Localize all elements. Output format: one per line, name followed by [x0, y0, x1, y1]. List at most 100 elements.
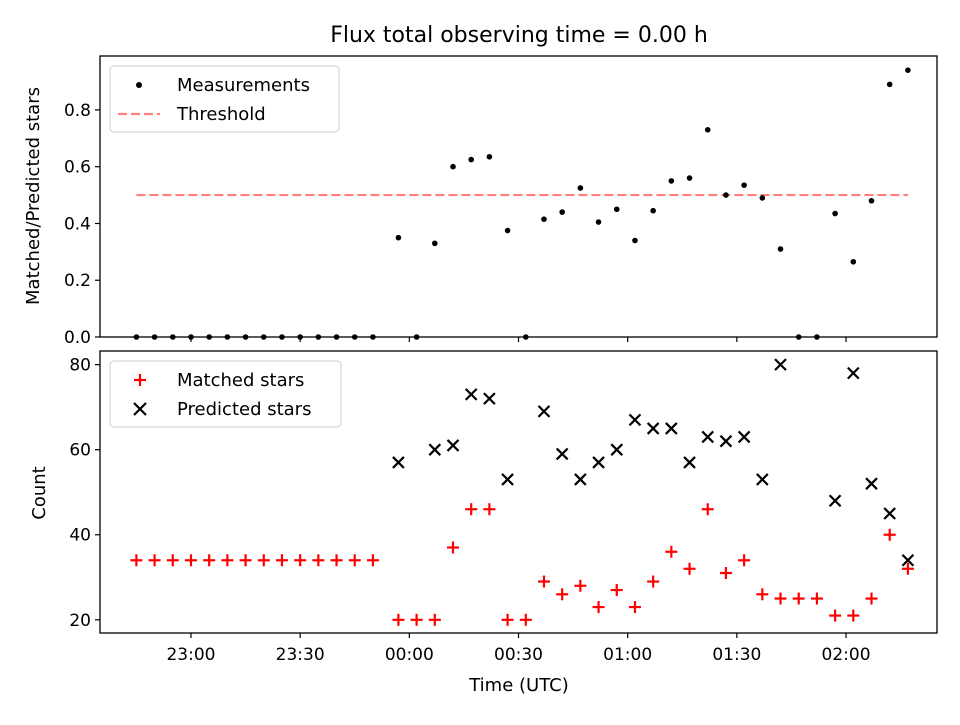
measurement-point: [868, 197, 875, 204]
predicted-point: [883, 507, 896, 520]
top-y-tick-label: 0.0: [64, 328, 91, 348]
predicted-stroke: [392, 456, 405, 469]
matched-point: [847, 609, 860, 622]
predicted-point: [555, 447, 569, 461]
predicted-point: [537, 405, 551, 418]
matched-point: [428, 613, 441, 626]
predicted-stroke: [428, 443, 442, 456]
predicted-point: [901, 553, 915, 567]
measurement-point: [486, 153, 493, 160]
measurement-point: [759, 195, 766, 201]
predicted-point: [847, 366, 860, 380]
measurement-point: [905, 67, 911, 73]
predicted-stroke: [774, 358, 787, 371]
predicted-point: [464, 388, 478, 401]
bottom-x-tick-label: 00:00: [385, 645, 434, 665]
bottom-y-tick-label: 80: [69, 356, 91, 376]
measurement-point: [650, 207, 656, 214]
matched-point: [366, 554, 379, 567]
predicted-stroke: [701, 430, 715, 444]
matched-point: [883, 528, 896, 541]
measurement-point: [613, 206, 620, 213]
measurement-point: [832, 210, 838, 217]
bottom-x-tick-label: 23:30: [276, 645, 325, 665]
matched-point: [665, 545, 678, 558]
predicted-stroke: [665, 422, 678, 435]
matched-point: [756, 588, 769, 601]
matched-point: [865, 592, 878, 605]
predicted-point: [665, 422, 678, 435]
matched-point: [392, 613, 405, 626]
measurement-point: [504, 227, 511, 234]
legend-measurements-label: Measurements: [177, 75, 310, 96]
matched-point: [574, 579, 587, 592]
measurement-point: [886, 81, 893, 88]
matched-point: [410, 613, 423, 626]
matched-point: [483, 503, 496, 516]
bottom-legend-box: [109, 360, 342, 428]
predicted-point: [501, 473, 514, 486]
predicted-point: [865, 477, 878, 490]
measurement-point: [559, 209, 565, 215]
predicted-point: [701, 430, 715, 444]
measurement-point: [541, 216, 547, 223]
matched-point: [647, 575, 660, 588]
measurement-point: [668, 178, 675, 184]
measurement-point: [595, 219, 602, 225]
matched-point: [829, 609, 842, 622]
predicted-stroke: [828, 494, 842, 507]
predicted-stroke: [464, 388, 478, 401]
matched-point: [275, 554, 288, 567]
measurement-point: [577, 185, 584, 191]
predicted-stroke: [537, 405, 551, 418]
bottom-x-tick-label: 01:00: [603, 645, 652, 665]
bottom-y-ticks: 20 40 60 80: [69, 356, 100, 631]
legend-predicted-marker: [133, 402, 147, 416]
bottom-panel: 20 40 60 80 23:00 23:30 00:00 00:30 01:00 01:30 0…: [29, 350, 938, 696]
matched-point: [501, 613, 514, 626]
top-legend-box: [109, 65, 340, 133]
measurement-point: [395, 234, 402, 241]
measurement-point: [850, 258, 857, 265]
matched-point: [239, 554, 252, 567]
predicted-stroke: [646, 422, 660, 435]
matched-point: [628, 601, 641, 614]
matched-point: [792, 592, 805, 605]
matched-point: [446, 541, 459, 554]
predicted-stroke: [901, 553, 915, 567]
matched-point: [719, 567, 732, 580]
bottom-y-tick-label: 40: [69, 526, 91, 546]
bottom-marks: [130, 358, 915, 626]
predicted-point: [828, 494, 842, 507]
chart-title: Flux total observing time = 0.00 h: [330, 23, 708, 48]
predicted-point: [483, 392, 496, 405]
matched-point: [221, 554, 234, 567]
predicted-stroke: [756, 473, 769, 486]
matched-point: [348, 554, 361, 567]
top-y-tick-label: 0.2: [64, 271, 91, 291]
matched-point: [330, 554, 343, 567]
measurement-point: [741, 182, 747, 188]
matched-point: [519, 613, 532, 626]
matched-point: [901, 562, 914, 575]
x-axis-label: Time (UTC): [468, 675, 569, 696]
predicted-point: [610, 443, 624, 456]
legend-predicted-label: Predicted stars: [177, 399, 311, 420]
top-y-tick-label: 0.4: [64, 214, 91, 234]
predicted-point: [592, 456, 605, 469]
predicted-point: [428, 443, 442, 456]
measurement-point: [686, 175, 693, 181]
bottom-y-tick-label: 20: [69, 611, 91, 631]
top-legend: Measurements Threshold: [109, 65, 340, 133]
predicted-point: [446, 439, 460, 452]
predicted-point: [392, 456, 405, 469]
matched-point: [148, 554, 161, 567]
predicted-stroke: [865, 477, 878, 490]
predicted-point: [774, 358, 787, 371]
measurement-point: [432, 240, 438, 247]
matched-point: [683, 562, 696, 575]
matched-point: [701, 503, 714, 516]
top-panel: 0.00.20.40.60.8 Matched/Predicted stars …: [23, 55, 938, 348]
legend-threshold-label: Threshold: [176, 104, 266, 125]
